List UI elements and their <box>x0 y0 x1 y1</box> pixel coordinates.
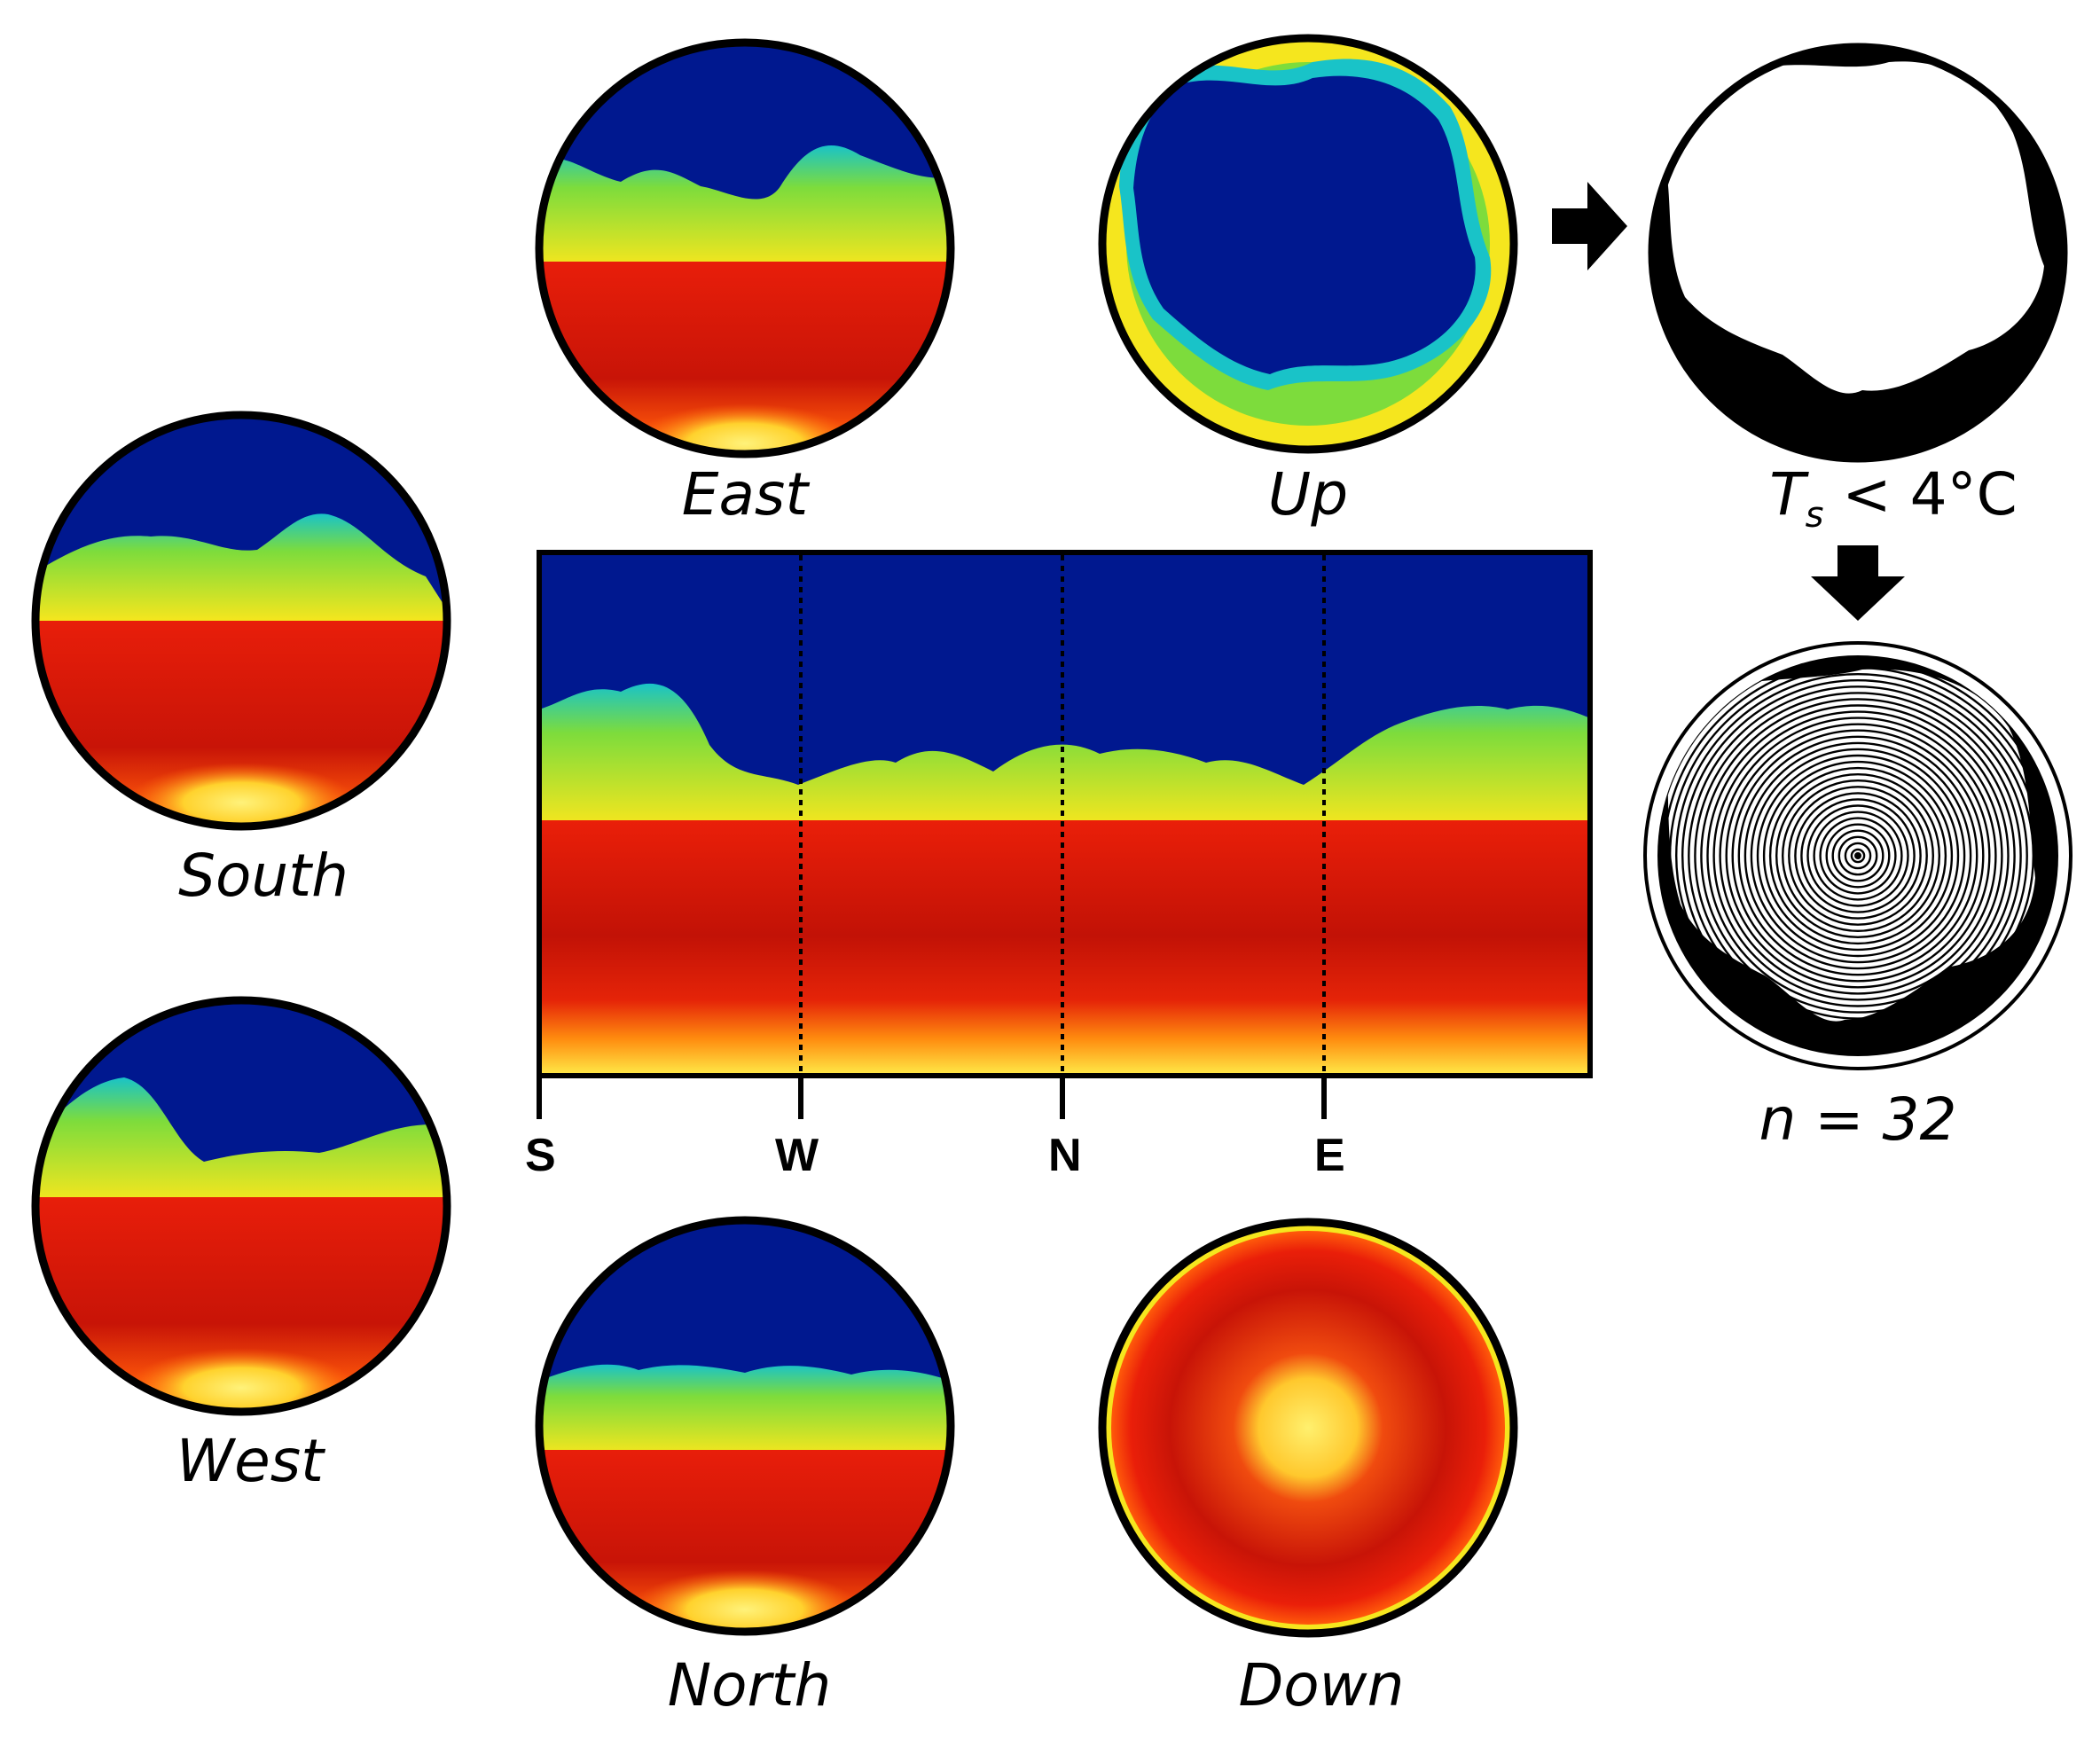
ring <box>1775 773 1940 939</box>
ring <box>1694 692 2022 1020</box>
ring <box>1674 673 2041 1039</box>
ring <box>1850 848 1866 864</box>
east-view <box>535 38 955 458</box>
threshold-symbol: T <box>1769 460 1806 529</box>
ring <box>1700 698 2016 1014</box>
north-view <box>535 1216 955 1636</box>
south-label: South <box>178 842 349 910</box>
north-label: North <box>667 1651 832 1719</box>
ring <box>1743 741 1972 970</box>
ring <box>1719 717 1997 995</box>
direction-w: W <box>775 1130 819 1181</box>
threshold-subscript: s <box>1805 495 1824 537</box>
ring <box>1819 817 1897 895</box>
ring <box>1737 735 1979 976</box>
down-view <box>1098 1218 1518 1638</box>
ring <box>1668 666 2048 1046</box>
rings-view <box>1643 641 2073 1070</box>
ring <box>1688 685 2028 1026</box>
south-view <box>31 411 451 831</box>
ring <box>1750 748 1966 964</box>
arrow-right-icon <box>1552 182 1627 270</box>
ring <box>1825 823 1891 889</box>
ring <box>1844 842 1872 870</box>
ring <box>1762 760 1954 952</box>
direction-e: E <box>1314 1130 1345 1181</box>
ring <box>1725 723 1991 989</box>
rings-label: n = 32 <box>1759 1085 1957 1154</box>
arrow-down-icon <box>1811 545 1905 621</box>
threshold-label: Ts < 4°C <box>1760 466 2026 537</box>
ring <box>1731 729 1985 983</box>
ring <box>1756 754 1960 958</box>
ring <box>1794 792 1922 920</box>
east-label: East <box>681 460 809 529</box>
down-label: Down <box>1238 1651 1405 1719</box>
ring <box>1768 766 1947 945</box>
west-label: West <box>176 1427 325 1495</box>
ring <box>1831 829 1885 882</box>
up-label: Up <box>1267 460 1349 529</box>
threshold-relation: < 4°C <box>1842 460 2018 529</box>
ring <box>1781 779 1934 933</box>
ring <box>1788 786 1928 926</box>
ring-center <box>1854 852 1861 859</box>
ring <box>1706 704 2010 1007</box>
panorama <box>537 550 1593 1119</box>
ring <box>1712 710 2003 1001</box>
direction-n: N <box>1048 1130 1082 1181</box>
ring <box>1806 804 1909 907</box>
ring <box>1662 660 2054 1052</box>
ring <box>1681 679 2034 1033</box>
ring <box>1813 811 1903 901</box>
west-view <box>31 996 451 1416</box>
ring <box>1838 835 1878 876</box>
up-view <box>1098 34 1518 454</box>
ring <box>1800 798 1916 913</box>
sky-mask-view <box>1648 43 2068 463</box>
direction-s: S <box>525 1130 556 1181</box>
